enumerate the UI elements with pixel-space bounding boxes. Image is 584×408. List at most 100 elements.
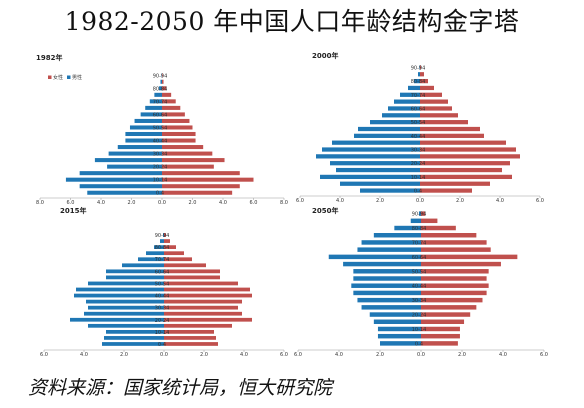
female-bar — [420, 147, 516, 152]
male-bar — [134, 118, 162, 123]
age-label: 70-74 — [155, 257, 170, 263]
male-bar — [394, 99, 420, 104]
female-bar — [162, 171, 240, 176]
female-bar — [421, 333, 460, 339]
female-bar — [164, 293, 252, 298]
male-bar — [146, 251, 164, 256]
pyramid-3: 2050年 0-4 10-14 20-24 30-34 40-44 50-54 60-64 70… — [294, 206, 548, 358]
age-label: 0-4 — [158, 342, 166, 348]
male-bar — [154, 245, 164, 250]
female-bar — [420, 126, 480, 132]
male-bar — [373, 233, 421, 238]
male-bar — [74, 293, 164, 298]
x-tick-label: 6.0 — [67, 200, 75, 206]
male-bar — [163, 233, 164, 237]
x-tick-label: 4.0 — [335, 352, 343, 358]
female-bar — [164, 275, 220, 280]
female-bar — [420, 92, 442, 97]
panel-title: 1982年 — [36, 53, 62, 62]
female-bar — [164, 239, 170, 243]
age-label: 40-44 — [412, 284, 427, 290]
male-bar — [88, 305, 164, 310]
x-tick-label: 4.0 — [499, 352, 507, 358]
male-bar — [410, 218, 421, 224]
male-bar — [370, 120, 420, 125]
female-bar — [421, 341, 458, 346]
age-label: 0-4 — [414, 189, 422, 195]
female-bar — [162, 138, 196, 143]
age-label: 0-4 — [415, 341, 423, 347]
female-bar — [164, 323, 232, 328]
female-bar — [421, 247, 491, 252]
legend-swatch-female — [48, 75, 52, 79]
age-label: 80-84 — [412, 226, 427, 232]
male-bar — [377, 326, 421, 332]
male-bar — [108, 151, 162, 156]
female-bar — [162, 105, 181, 110]
female-bar — [421, 261, 501, 267]
x-tick-label: 0.0 — [417, 352, 425, 358]
x-tick-label: 6.0 — [296, 198, 304, 204]
female-bar — [162, 99, 176, 104]
female-bar — [421, 269, 489, 274]
male-bar — [160, 239, 164, 243]
male-bar — [129, 125, 162, 130]
male-bar — [117, 145, 162, 150]
male-bar — [328, 254, 421, 260]
page-title: 1982-2050 年中国人口年龄结构金字塔 — [64, 7, 520, 36]
male-bar — [106, 269, 164, 274]
age-label: 90-94 — [155, 233, 170, 239]
female-bar — [162, 158, 225, 163]
male-bar — [107, 164, 162, 169]
male-bar — [102, 342, 164, 346]
male-bar — [361, 240, 421, 245]
x-tick-label: 2.0 — [456, 198, 464, 204]
male-bar — [160, 79, 162, 84]
male-bar — [418, 72, 420, 77]
age-label: 20-24 — [155, 318, 170, 324]
male-bar — [138, 257, 164, 262]
male-bar — [145, 105, 162, 110]
female-bar — [420, 113, 458, 118]
age-label: 30-34 — [412, 298, 427, 304]
male-bar — [149, 99, 162, 104]
male-bar — [322, 147, 420, 152]
age-label: 50-54 — [153, 125, 168, 131]
female-bar — [164, 336, 216, 340]
male-bar — [351, 283, 421, 288]
female-bar — [420, 120, 468, 125]
female-bar — [421, 218, 438, 224]
female-bar — [421, 326, 460, 332]
female-bar — [162, 73, 163, 78]
x-tick-label: 2.0 — [376, 352, 384, 358]
female-bar — [420, 99, 448, 104]
female-bar — [421, 211, 426, 216]
male-bar — [357, 247, 421, 252]
female-bar — [420, 72, 424, 77]
male-bar — [320, 174, 420, 180]
male-bar — [122, 263, 164, 268]
x-tick-label: 8.0 — [280, 200, 288, 206]
female-bar — [162, 79, 164, 84]
female-bar — [421, 254, 518, 260]
age-label: 30-34 — [155, 306, 170, 312]
female-bar — [420, 78, 428, 84]
x-tick-label: 4.0 — [336, 198, 344, 204]
female-bar — [420, 154, 520, 159]
male-bar — [418, 211, 421, 216]
x-tick-label: 6.0 — [540, 352, 548, 358]
x-tick-label: 2.0 — [458, 352, 466, 358]
male-bar — [332, 140, 420, 145]
pyramid-2: 2015年 0-4 10-14 20-24 30-34 40-44 50-54 60-64 70… — [40, 206, 288, 358]
male-bar — [330, 161, 420, 166]
female-bar — [162, 125, 193, 130]
x-tick-label: 8.0 — [36, 200, 44, 206]
x-tick-label: 2.0 — [189, 200, 197, 206]
female-bar — [162, 86, 167, 91]
x-tick-label: 0.0 — [158, 200, 166, 206]
female-bar — [164, 287, 250, 292]
male-bar — [104, 336, 164, 340]
female-bar — [162, 184, 240, 189]
age-label: 80-84 — [411, 79, 426, 85]
female-bar — [420, 181, 490, 186]
